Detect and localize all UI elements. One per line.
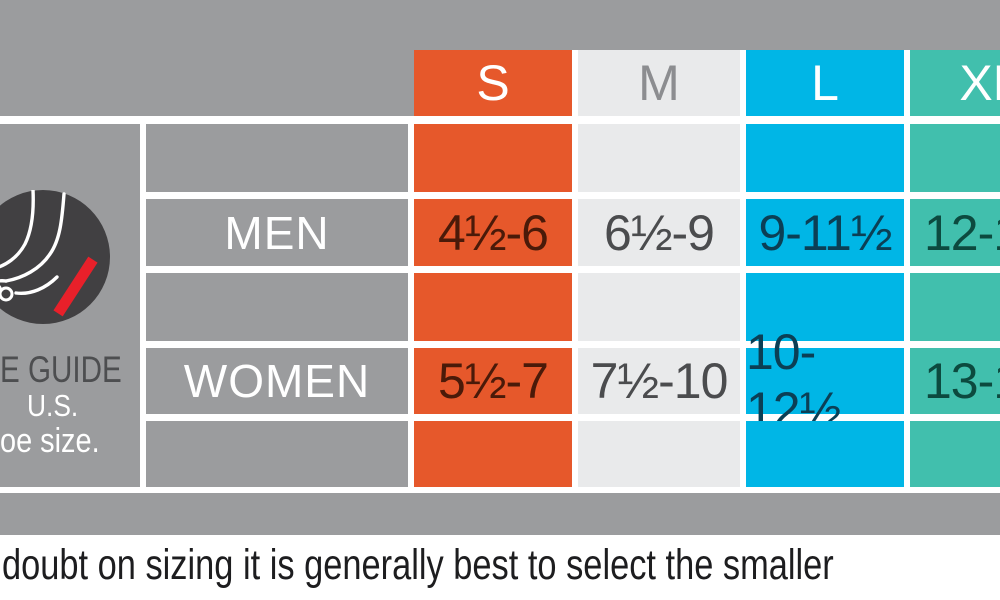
cell-women-l: 10-12½ [746,324,904,438]
foot-measure-icon [0,190,110,324]
header-body-divider [0,116,1000,124]
size-column-header-l: L [746,50,904,116]
label-column-divider [140,117,146,493]
row-label-women: WOMEN [146,348,408,414]
size-guide-heading: E GUIDE [0,349,122,390]
size-column-header-m: M [578,50,740,116]
size-guide-unit-line: U.S. [27,388,79,423]
cell-women-s: 5½-7 [414,348,572,414]
footer-note: doubt on sizing it is generally best to … [2,541,834,589]
spacer-cell [910,124,1000,192]
size-table-body: MEN 4½-6 6½-9 9-11½ 12-1 WOMEN 5½-7 7½-1… [146,124,1000,487]
spacer-cell [910,421,1000,487]
footer-band: doubt on sizing it is generally best to … [0,535,1000,600]
spacer-cell [414,273,572,341]
spacer-cell [146,273,408,341]
row-label-men: MEN [146,199,408,266]
spacer-cell [578,421,740,487]
spacer-cell [414,421,572,487]
spacer-cell [746,273,904,341]
size-guide-shoe-size-line: oe size. [0,422,100,460]
spacer-cell [746,124,904,192]
size-column-headers: S M L XL [414,50,1000,116]
cell-men-m: 6½-9 [578,199,740,266]
table-bottom-divider [0,487,1000,493]
cell-men-l: 9-11½ [746,199,904,266]
size-column-header-xl: XL [910,50,1000,116]
spacer-cell [578,124,740,192]
spacer-cell [146,124,408,192]
cell-men-xl: 12-1 [910,199,1000,266]
cell-men-s: 4½-6 [414,199,572,266]
cell-women-xl: 13-1 [910,348,1000,414]
cell-women-m: 7½-10 [578,348,740,414]
spacer-cell [146,421,408,487]
size-column-header-s: S [414,50,572,116]
spacer-cell [578,273,740,341]
spacer-cell [910,273,1000,341]
red-measure-mark [53,256,98,317]
spacer-cell [414,124,572,192]
spacer-cell [746,421,904,487]
